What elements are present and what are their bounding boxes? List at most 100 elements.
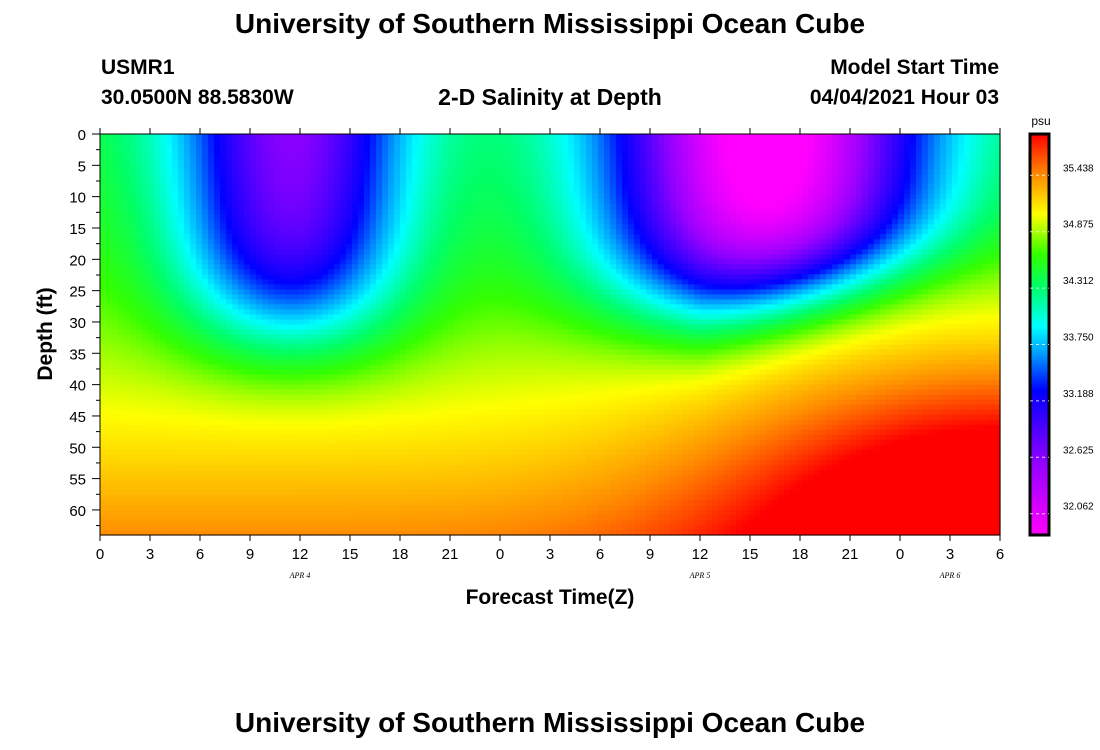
heatmap-cell — [280, 254, 287, 260]
heatmap-cell — [124, 284, 131, 290]
heatmap-cell — [388, 354, 395, 361]
heatmap-cell — [196, 239, 203, 245]
heatmap-cell — [310, 279, 317, 285]
heatmap-cell — [124, 289, 131, 295]
heatmap-cell — [316, 194, 323, 200]
heatmap-cell — [190, 289, 197, 295]
heatmap-cell — [448, 254, 455, 260]
heatmap-cell — [394, 359, 401, 366]
heatmap-cell — [460, 189, 467, 195]
heatmap-cell — [466, 154, 473, 160]
heatmap-cell — [430, 274, 437, 280]
heatmap-cell — [370, 174, 377, 180]
heatmap-cell — [304, 184, 311, 190]
heatmap-cell — [304, 224, 311, 230]
heatmap-cell — [280, 284, 287, 290]
heatmap-cell — [136, 244, 143, 250]
heatmap-cell — [376, 304, 383, 311]
heatmap-cell — [328, 369, 335, 376]
heatmap-cell — [268, 499, 275, 506]
heatmap-cell — [130, 154, 137, 160]
heatmap-cell — [448, 444, 455, 451]
heatmap-cell — [472, 219, 479, 225]
heatmap-cell — [250, 134, 257, 140]
heatmap-cell — [244, 144, 251, 150]
heatmap-cell — [124, 359, 131, 366]
heatmap-cell — [262, 159, 269, 165]
heatmap-cell — [364, 194, 371, 200]
heatmap-cell — [130, 289, 137, 295]
heatmap-cell — [316, 394, 323, 401]
heatmap-cell — [352, 209, 359, 215]
heatmap-cell — [466, 399, 473, 406]
heatmap-cell — [148, 359, 155, 366]
heatmap-cell — [280, 199, 287, 205]
heatmap-cell — [400, 389, 407, 396]
heatmap-cell — [340, 489, 347, 496]
heatmap-cell — [220, 434, 227, 441]
heatmap-cell — [310, 289, 317, 295]
heatmap-cell — [202, 159, 209, 165]
heatmap-cell — [454, 364, 461, 371]
heatmap-cell — [388, 389, 395, 396]
heatmap-cell — [442, 349, 449, 356]
heatmap-cell — [250, 444, 257, 451]
heatmap-cell — [130, 184, 137, 190]
heatmap-cell — [250, 474, 257, 481]
heatmap-cell — [232, 529, 239, 536]
heatmap-cell — [106, 349, 113, 356]
heatmap-cell — [448, 414, 455, 421]
heatmap-cell — [334, 494, 341, 501]
heatmap-cell — [184, 294, 191, 301]
heatmap-cell — [442, 259, 449, 265]
heatmap-cell — [322, 154, 329, 160]
heatmap-cell — [124, 434, 131, 441]
heatmap-cell — [160, 229, 167, 235]
heatmap-cell — [220, 404, 227, 411]
heatmap-cell — [154, 249, 161, 255]
heatmap-cell — [124, 399, 131, 406]
heatmap-cell — [466, 519, 473, 526]
heatmap-cell — [172, 159, 179, 165]
heatmap-cell — [298, 179, 305, 185]
heatmap-cell — [166, 174, 173, 180]
heatmap-cell — [262, 229, 269, 235]
heatmap-cell — [454, 414, 461, 421]
heatmap-cell — [334, 254, 341, 260]
heatmap-cell — [136, 469, 143, 476]
heatmap-cell — [454, 529, 461, 536]
heatmap-cell — [382, 144, 389, 150]
heatmap-cell — [382, 249, 389, 255]
heatmap-cell — [442, 204, 449, 210]
heatmap-cell — [382, 329, 389, 336]
heatmap-cell — [292, 464, 299, 471]
heatmap-cell — [370, 224, 377, 230]
heatmap-cell — [310, 134, 317, 140]
heatmap-cell — [178, 514, 185, 521]
heatmap-cell — [412, 224, 419, 230]
heatmap-cell — [394, 414, 401, 421]
heatmap-cell — [328, 169, 335, 175]
heatmap-cell — [310, 369, 317, 376]
heatmap-cell — [100, 344, 107, 351]
heatmap-cell — [166, 399, 173, 406]
heatmap-cell — [130, 249, 137, 255]
heatmap-cell — [376, 189, 383, 195]
heatmap-cell — [466, 134, 473, 140]
heatmap-cell — [238, 414, 245, 421]
heatmap-cell — [184, 374, 191, 381]
heatmap-cell — [268, 384, 275, 391]
heatmap-cell — [334, 164, 341, 170]
heatmap-cell — [238, 339, 245, 346]
heatmap-cell — [250, 149, 257, 155]
heatmap-cell — [328, 444, 335, 451]
heatmap-cell — [376, 219, 383, 225]
heatmap-cell — [430, 259, 437, 265]
heatmap-cell — [226, 204, 233, 210]
heatmap-cell — [376, 244, 383, 250]
heatmap-cell — [160, 224, 167, 230]
heatmap-cell — [214, 254, 221, 260]
heatmap-cell — [430, 384, 437, 391]
heatmap-cell — [124, 389, 131, 396]
heatmap-cell — [322, 489, 329, 496]
